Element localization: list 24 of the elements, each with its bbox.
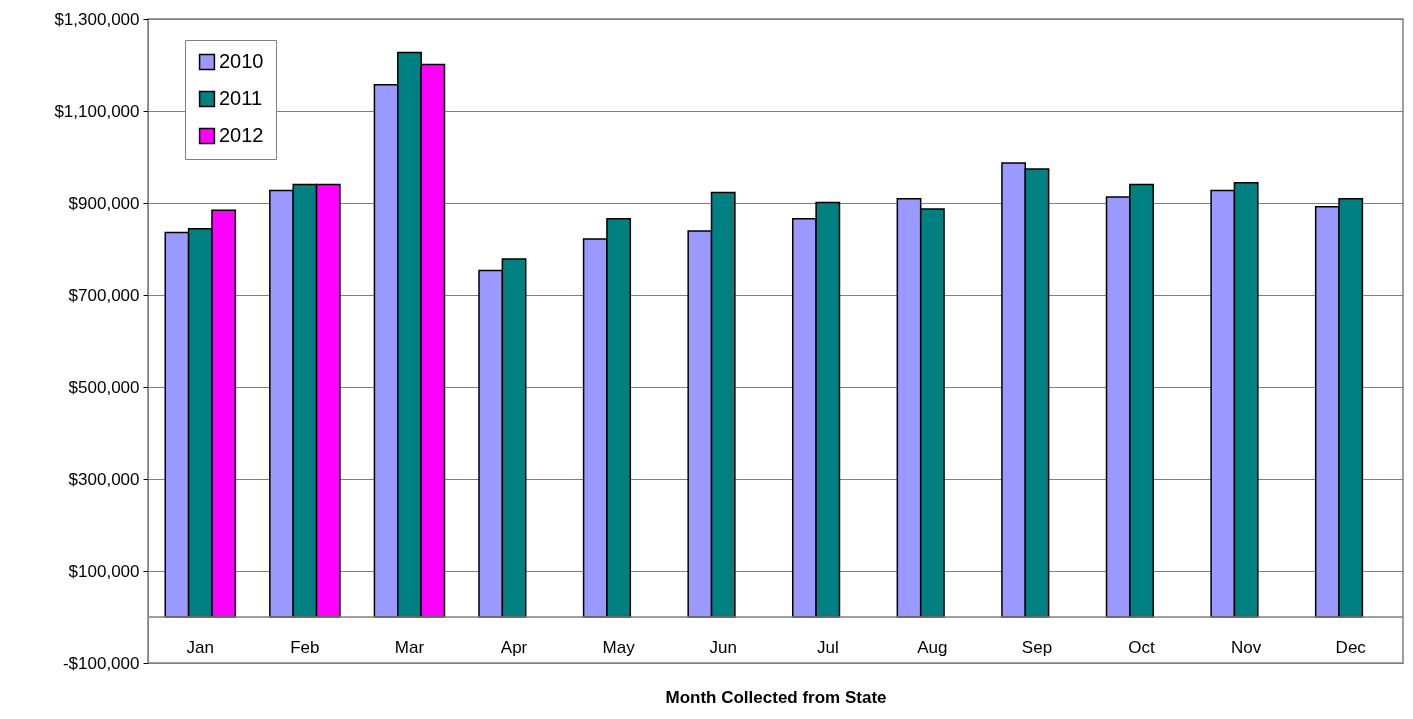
y-tick-label: $1,300,000 bbox=[54, 9, 140, 29]
legend-label: 2011 bbox=[219, 87, 263, 109]
y-tick-label: $300,000 bbox=[68, 469, 140, 489]
y-tick-label: $500,000 bbox=[68, 377, 140, 397]
x-tick-label: Feb bbox=[290, 637, 320, 657]
x-tick-label: Apr bbox=[500, 637, 528, 657]
x-tick-label: Oct bbox=[1128, 637, 1156, 657]
y-tick-label: $900,000 bbox=[68, 193, 140, 213]
x-axis-title: Month Collected from State bbox=[665, 687, 887, 707]
y-tick-label: $700,000 bbox=[68, 285, 140, 305]
x-tick-label: Aug bbox=[917, 637, 948, 657]
x-tick-label: Mar bbox=[394, 637, 425, 657]
x-tick-label: Jul bbox=[816, 637, 839, 657]
x-tick-label: Jan bbox=[186, 637, 214, 657]
x-tick-label: Nov bbox=[1231, 637, 1262, 657]
x-tick-label: Dec bbox=[1335, 637, 1367, 657]
x-tick-label: Sep bbox=[1021, 637, 1053, 657]
y-tick-label: $1,100,000 bbox=[54, 101, 140, 121]
y-tick-label: $100,000 bbox=[68, 561, 140, 581]
x-tick-label: Jun bbox=[709, 637, 737, 657]
y-tick-label: -$100,000 bbox=[62, 653, 140, 673]
legend-label: 2010 bbox=[219, 50, 264, 72]
legend-label: 2012 bbox=[219, 124, 264, 146]
x-tick-label: May bbox=[602, 637, 636, 657]
